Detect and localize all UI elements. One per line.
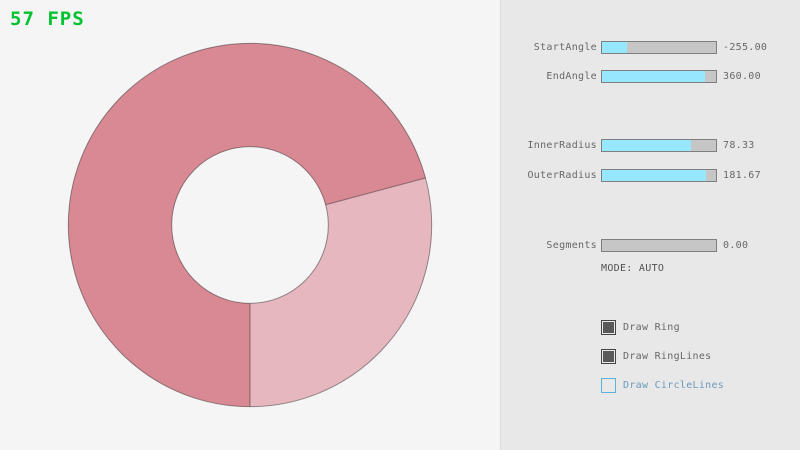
endangle-value: 360.00 <box>723 71 761 82</box>
checkbox-row-draw-ringlines[interactable]: Draw RingLines <box>601 349 712 364</box>
ring-cap-line <box>325 177 426 206</box>
innerradius-label: InnerRadius <box>527 140 597 151</box>
slider-row-segments: Segments 0.00 <box>501 239 800 252</box>
ring-outer-outline <box>67 42 433 408</box>
ring-sector-single-pass <box>250 177 432 407</box>
endangle-slider-fill <box>602 71 705 82</box>
draw-ringlines-checkbox[interactable] <box>601 349 616 364</box>
checkbox-row-draw-ring[interactable]: Draw Ring <box>601 320 680 335</box>
draw-ring-checkbox[interactable] <box>601 320 616 335</box>
segments-value: 0.00 <box>723 240 749 251</box>
startangle-slider[interactable] <box>601 41 717 54</box>
draw-ring-label: Draw Ring <box>623 322 680 333</box>
endangle-slider[interactable] <box>601 70 717 83</box>
slider-row-outerradius: OuterRadius 181.67 <box>501 169 800 182</box>
startangle-slider-fill <box>602 42 627 53</box>
ring-inner-outline <box>171 146 329 304</box>
slider-row-innerradius: InnerRadius 78.33 <box>501 139 800 152</box>
slider-row-endangle: EndAngle 360.00 <box>501 70 800 83</box>
draw-ringlines-label: Draw RingLines <box>623 351 712 362</box>
startangle-value: -255.00 <box>723 42 768 53</box>
ring-sector-double-pass <box>68 43 426 407</box>
endangle-label: EndAngle <box>546 71 597 82</box>
outerradius-value: 181.67 <box>723 170 761 181</box>
startangle-label: StartAngle <box>533 42 597 53</box>
segments-label: Segments <box>546 240 597 251</box>
draw-circlelines-checkbox[interactable] <box>601 378 616 393</box>
draw-circlelines-label: Draw CircleLines <box>623 380 725 391</box>
innerradius-slider[interactable] <box>601 139 717 152</box>
controls-panel: StartAngle -255.00 EndAngle 360.00 Inner… <box>500 0 800 450</box>
outerradius-slider-fill <box>602 170 706 181</box>
innerradius-value: 78.33 <box>723 140 755 151</box>
fps-counter: 57 FPS <box>10 8 85 30</box>
segments-slider[interactable] <box>601 239 717 252</box>
outerradius-label: OuterRadius <box>527 170 597 181</box>
mode-indicator: MODE: AUTO <box>601 263 665 274</box>
innerradius-slider-fill <box>602 140 692 151</box>
outerradius-slider[interactable] <box>601 169 717 182</box>
checkbox-row-draw-circlelines[interactable]: Draw CircleLines <box>601 378 724 393</box>
slider-row-startangle: StartAngle -255.00 <box>501 41 800 54</box>
